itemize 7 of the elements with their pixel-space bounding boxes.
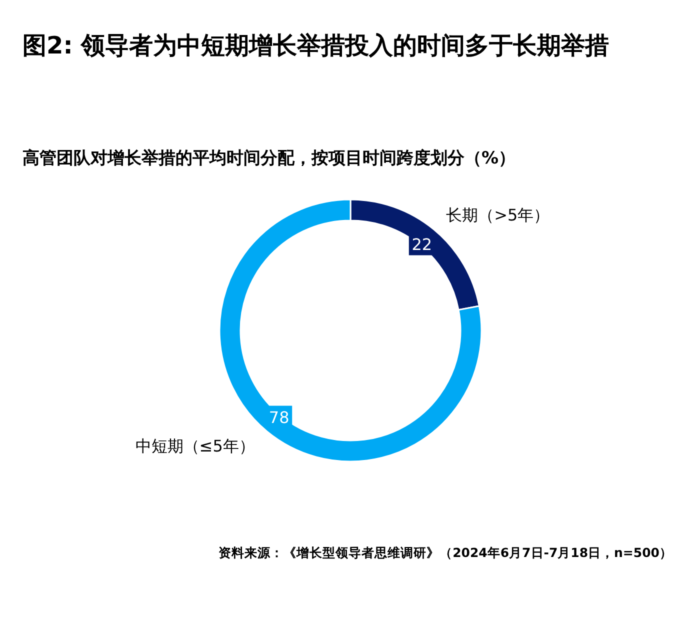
data-label: 22 (412, 235, 432, 254)
text: 资料来源：《增长型领导者思维调研》（2024年6月7日-7月18日，n=500） (218, 545, 673, 560)
chart-title: 图2: 领导者为中短期增长举措投入的时间多于长期举措 (22, 32, 610, 60)
chart-subtitle: 高管团队对增长举措的平均时间分配，按项目时间跨度划分（%） (22, 148, 516, 168)
slice-label: 中短期（≤5年） (135, 436, 255, 456)
slice-label: 长期（>5年） (446, 205, 550, 224)
data-label: 78 (268, 408, 290, 427)
